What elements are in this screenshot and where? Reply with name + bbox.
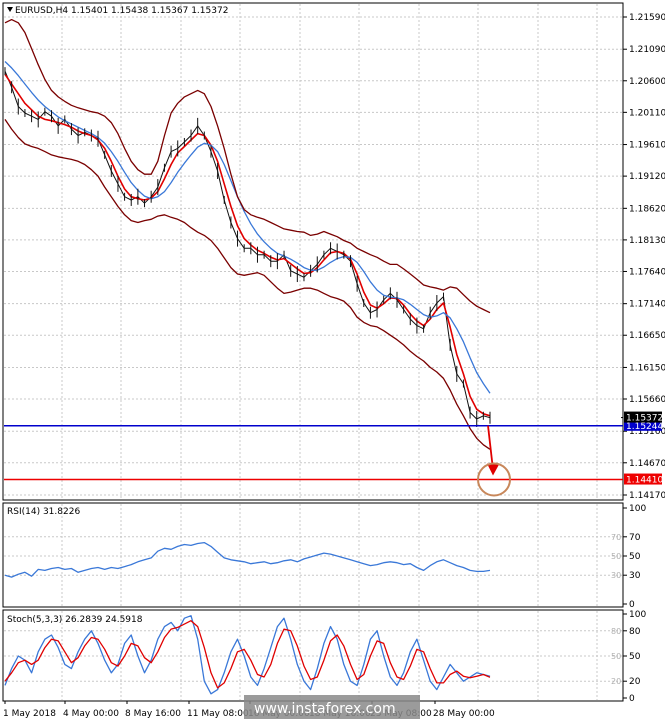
series-stoch-k	[4, 615, 491, 695]
ytick-label-main: 1.16150	[629, 363, 665, 373]
ytick-label-sub: 100	[629, 504, 646, 514]
ytick-inner-label-sub: 20	[611, 677, 621, 686]
watermark-text: www.instaforex.com	[254, 701, 396, 717]
ytick-label-main: 1.19610	[629, 141, 665, 151]
ytick-label-sub: 30	[629, 571, 641, 581]
ytick-label-main: 1.20110	[629, 108, 665, 118]
current-price-label: 1.15372	[626, 414, 663, 424]
ytick-label-sub: 50	[629, 652, 641, 662]
ytick-label-main: 1.18620	[629, 204, 665, 214]
forecast-arrow-line	[487, 425, 494, 470]
series-bb-lower	[4, 119, 491, 450]
watermark-box	[244, 695, 420, 719]
rsi-title: RSI(14) 31.8226	[7, 507, 80, 517]
ytick-inner-label-sub: 80	[611, 627, 621, 636]
ytick-label-main: 1.19120	[629, 172, 665, 182]
ytick-label-main: 1.21590	[629, 13, 665, 23]
ytick-inner-label-sub: 50	[611, 552, 621, 561]
ytick-label-sub: 70	[629, 533, 641, 543]
ytick-label-main: 1.21090	[629, 45, 665, 55]
ytick-label-sub: 100	[629, 610, 646, 620]
xtick-label: 4 May 00:00	[63, 709, 119, 719]
series-price	[4, 70, 491, 420]
ytick-label-sub: 20	[629, 677, 641, 687]
ytick-label-main: 1.17140	[629, 300, 665, 310]
current-price-box	[624, 411, 662, 423]
series-bb-upper	[4, 18, 491, 314]
level-label-box-1	[624, 473, 662, 485]
forecast-arrow-head	[487, 463, 499, 476]
ytick-inner-label-sub: 50	[611, 652, 621, 661]
series-stoch-d	[4, 620, 491, 689]
stoch-title: Stoch(5,3,3) 26.2839 24.5918	[7, 615, 143, 625]
dropdown-triangle-icon	[7, 7, 13, 12]
level-label-0: 1.15244	[626, 422, 663, 432]
panel-frame-1	[2, 502, 624, 608]
ytick-label-sub: 50	[629, 552, 641, 562]
ytick-label-sub: 0	[629, 600, 635, 610]
ytick-label-main: 1.15660	[629, 395, 665, 405]
target-circle	[477, 462, 511, 497]
ytick-label-main: 1.18130	[629, 236, 665, 246]
ytick-inner-label-sub: 30	[611, 571, 621, 580]
panel-frame-0	[2, 2, 624, 501]
ytick-label-main: 1.20600	[629, 77, 665, 87]
series-rsi	[4, 541, 491, 578]
level-label-1: 1.14410	[626, 476, 663, 486]
ytick-label-main: 1.17640	[629, 267, 665, 277]
ytick-label-sub: 80	[629, 627, 641, 637]
ytick-label-main: 1.15160	[629, 427, 665, 437]
ytick-label-sub: 0	[629, 694, 635, 704]
main-chart-title: EURUSD,H4 1.15401 1.15438 1.15367 1.1537…	[15, 6, 228, 16]
ytick-inner-label-sub: 70	[611, 533, 621, 542]
xtick-label: 8 May 16:00	[125, 709, 181, 719]
xtick-label: 11 May 08:00	[187, 709, 249, 719]
ytick-label-main: 1.16650	[629, 331, 665, 341]
series-fast-ma	[4, 73, 491, 417]
xtick-label: 28 May 00:00	[433, 709, 495, 719]
series-slow-ma	[4, 61, 491, 394]
level-label-box-0	[624, 419, 662, 431]
xtick-label: 1 May 2018	[3, 709, 56, 719]
ytick-label-main: 1.14170	[629, 491, 665, 501]
ytick-label-main: 1.14670	[629, 459, 665, 469]
